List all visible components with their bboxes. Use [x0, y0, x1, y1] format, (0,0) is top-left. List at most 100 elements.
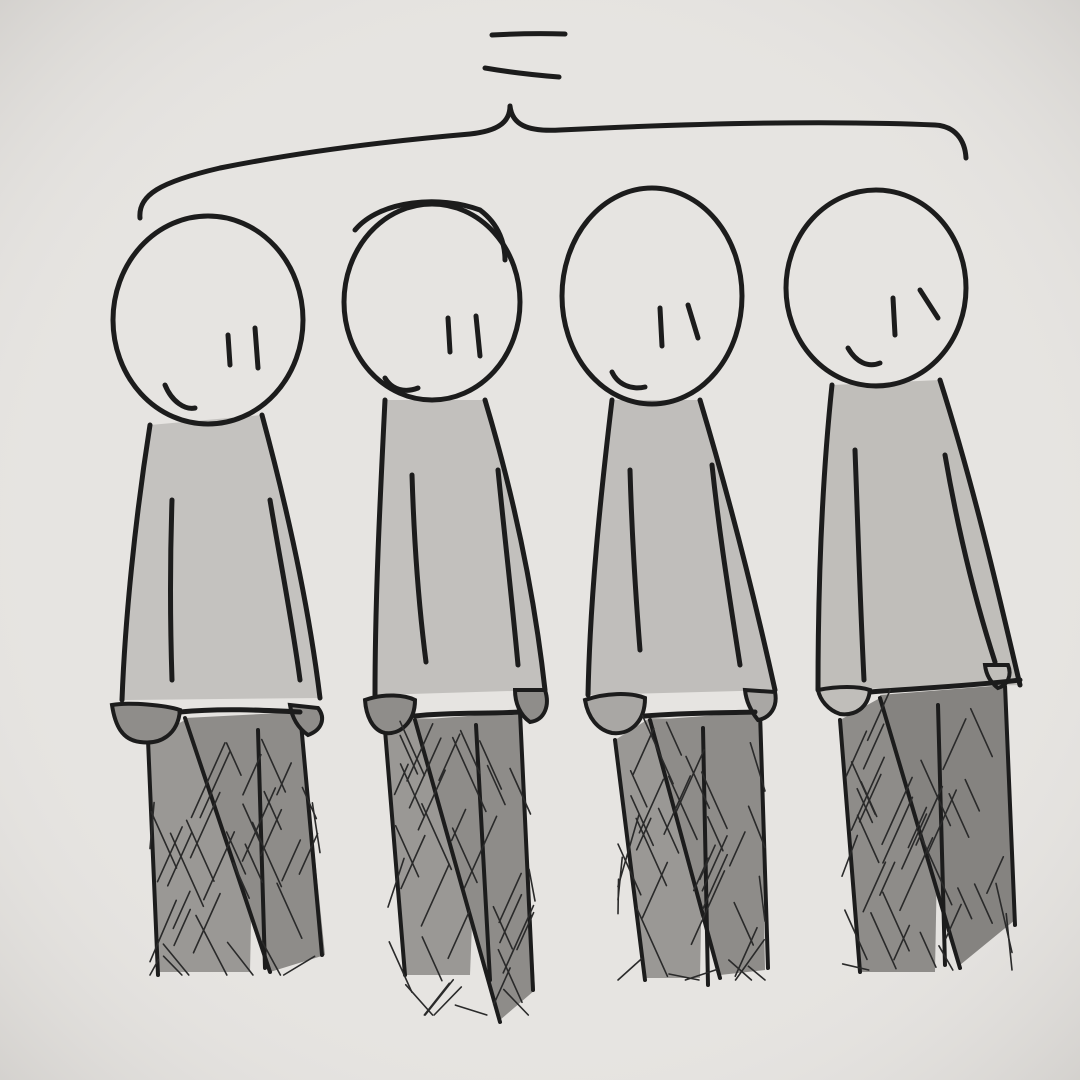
hatch-stroke	[225, 831, 247, 875]
hatch-stroke	[447, 909, 471, 960]
hatch-stroke	[856, 787, 874, 824]
figure-3	[559, 185, 778, 987]
hatch-stroke	[866, 689, 892, 742]
hatch-stroke	[450, 808, 467, 842]
hatch-stroke	[728, 959, 753, 981]
hatch-stroke	[276, 762, 292, 796]
hatch-stroke	[149, 958, 160, 976]
figure-1-mouth	[162, 382, 198, 411]
hatch-stroke	[675, 749, 705, 813]
hatch-stroke	[192, 892, 221, 954]
hatch-stroke	[242, 803, 261, 842]
hatch-stroke	[263, 790, 282, 831]
figure-2-mouth	[382, 375, 421, 393]
hatch-stroke	[942, 718, 967, 771]
hatch-stroke	[617, 958, 643, 981]
figure-1-legs	[146, 710, 325, 977]
figure-4-head	[783, 187, 969, 389]
hatch-stroke	[919, 833, 953, 906]
figure-2-hand-right	[512, 688, 549, 725]
hatch-stroke	[901, 813, 928, 870]
hatch-stroke	[421, 936, 443, 982]
hatch-stroke	[957, 887, 973, 920]
hatch-stroke	[421, 803, 453, 871]
hatch-stroke	[667, 775, 698, 841]
hatch-stroke	[702, 853, 729, 910]
hatch-stroke	[841, 834, 859, 878]
hatch-stroke	[459, 729, 481, 774]
hatch-stroke	[244, 843, 264, 883]
figure-4-mouth	[845, 345, 883, 368]
hatch-stroke	[276, 882, 303, 940]
hatch-stroke	[149, 899, 178, 963]
hatch-stroke	[969, 707, 994, 758]
hatch-stroke	[388, 941, 413, 993]
hatch-stroke	[499, 893, 523, 944]
hatch-stroke	[907, 806, 928, 849]
hatch-stroke	[509, 767, 532, 815]
hatch-stroke	[915, 785, 944, 846]
hatch-stroke	[641, 714, 674, 785]
hatch-stroke	[438, 733, 461, 782]
hatch-stroke	[617, 814, 640, 888]
hatch-stroke	[251, 821, 283, 888]
hatch-stroke	[478, 740, 503, 790]
hatch-stroke	[701, 835, 728, 892]
hatch-stroke	[232, 862, 251, 899]
hatch-stroke	[920, 759, 952, 827]
hatch-stroke	[747, 805, 766, 849]
hatch-stroke	[758, 875, 766, 923]
hatch-stroke	[423, 982, 451, 1016]
hatch-stroke	[497, 948, 523, 1004]
hatch-stroke	[149, 801, 155, 850]
hatch-stroke	[862, 723, 885, 770]
hatch-stroke	[189, 791, 221, 859]
figure-4	[783, 187, 1023, 974]
hatch-stroke	[973, 883, 993, 924]
hatch-stroke	[492, 967, 511, 1006]
hatch-stroke	[282, 955, 316, 976]
hatch-stroke	[945, 903, 962, 939]
figure-3-eyes	[657, 302, 701, 349]
hatch-stroke	[454, 1004, 488, 1016]
figure-4-legs	[838, 683, 1017, 974]
hatch-stroke	[281, 839, 302, 882]
hatch-stroke	[394, 824, 420, 878]
hatch-stroke	[498, 872, 522, 924]
hatch-stroke	[226, 941, 254, 976]
hatch-stroke	[881, 776, 913, 846]
figure-3-mouth	[609, 369, 648, 391]
hatch-stroke	[926, 789, 958, 855]
hatch-stroke	[629, 769, 648, 808]
hatch-stroke	[172, 890, 191, 930]
hatch-stroke	[706, 816, 724, 852]
hatch-stroke	[617, 843, 642, 896]
hatch-stroke	[698, 844, 716, 881]
hatch-stroke	[632, 727, 655, 776]
hatch-stroke	[844, 909, 868, 961]
hatch-stroke	[298, 832, 319, 875]
hatch-stroke	[845, 730, 868, 777]
hatch-stroke	[463, 815, 498, 889]
hatch-stroke	[150, 810, 178, 869]
hatch-stroke	[528, 868, 536, 902]
hatch-stroke	[882, 891, 910, 952]
hatch-stroke	[301, 786, 318, 820]
hatch-stroke	[663, 775, 692, 835]
figure-1-eyes	[225, 325, 261, 371]
figure-3-hand-right	[742, 687, 778, 723]
hatch-stroke	[948, 792, 970, 839]
hatch-stroke	[492, 905, 514, 950]
hatch-stroke	[862, 861, 887, 913]
hatch-stroke	[747, 965, 766, 981]
hatch-stroke	[433, 986, 463, 1016]
hatch-stroke	[169, 832, 205, 908]
hatch-stroke	[225, 742, 242, 776]
hatch-stroke	[641, 861, 669, 919]
hatch-stroke	[728, 831, 746, 867]
figure-3-body	[588, 400, 775, 695]
hatch-stroke	[400, 834, 426, 890]
hatch-stroke	[850, 756, 885, 831]
